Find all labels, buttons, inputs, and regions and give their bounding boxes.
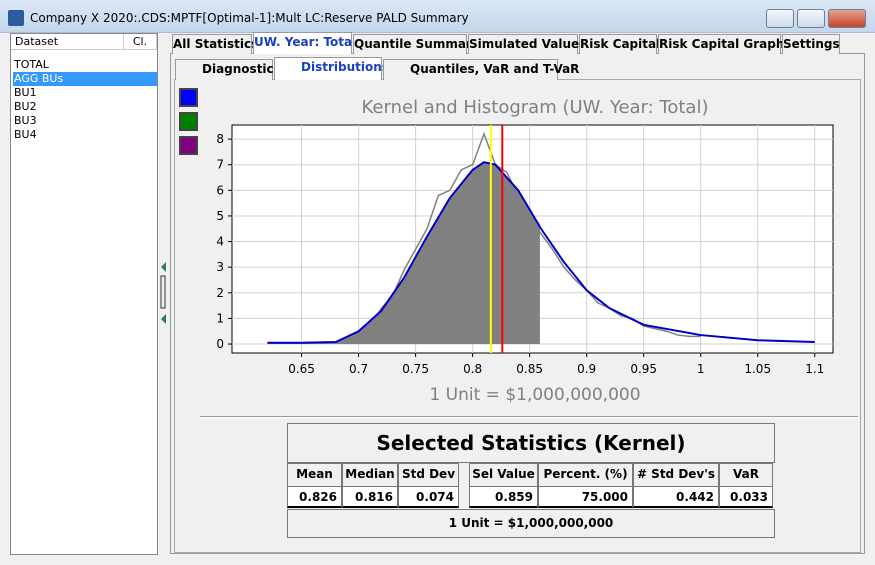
dataset-item[interactable]: TOTAL [14,58,49,71]
kernel-line [267,161,815,344]
x-tick-label: 0.75 [402,362,429,376]
tab[interactable]: Simulated Values [468,34,586,54]
shaded-area [267,162,540,345]
maximize-button[interactable] [797,9,825,28]
stats-title: Selected Statistics (Kernel) [287,423,775,463]
stats-value: 0.074 [398,487,459,508]
tab[interactable]: All Statistics [172,34,258,54]
color-swatch[interactable] [179,88,198,107]
stats-value: 0.442 [633,487,719,508]
dataset-item[interactable]: AGG BUs [13,72,157,86]
splitter[interactable] [160,262,168,326]
stats-header: VaR [719,463,773,487]
dataset-item[interactable]: BU2 [14,100,37,113]
stats-header: Percent. (%) [538,463,633,487]
y-tick-label: 1 [216,311,224,325]
column-header[interactable]: Cl. [124,34,157,50]
x-tick-label: 0.7 [349,362,368,376]
subtab[interactable]: Quantiles, VaR and T-VaR [383,59,579,80]
tab[interactable]: Risk Capital [579,34,660,54]
y-tick-label: 0 [216,337,224,351]
stats-header: Sel Value [469,463,538,487]
window-title: Company X 2020:.CDS:MPTF[Optimal-1]:Mult… [30,11,469,25]
y-tick-label: 8 [216,132,224,146]
stats-value: 0.826 [287,487,342,508]
x-axis-label: 1 Unit = $1,000,000,000 [429,385,640,405]
stats-header: Median [342,463,398,487]
y-tick-label: 7 [216,158,224,172]
close-button[interactable] [828,9,866,28]
x-tick-label: 0.95 [630,362,657,376]
tab[interactable]: Quantile Summary [353,34,480,54]
chart: Kernel and Histogram (UW. Year: Total) 0.… [216,97,834,405]
x-tick-label: 0.8 [463,362,482,376]
x-tick-label: 1 [697,362,705,376]
stats-header: # Std Dev's [633,463,719,487]
x-tick-label: 1.05 [744,362,771,376]
color-swatch[interactable] [179,136,198,155]
app-icon [8,10,24,26]
minimize-button[interactable] [766,9,794,28]
stats-value: 75.000 [538,487,633,508]
dataset-item[interactable]: BU3 [14,114,37,127]
dataset-list: Dataset Cl. TOTAL AGG BUs BU1 BU2 BU3 BU4 [10,33,158,555]
title-bar: Company X 2020:.CDS:MPTF[Optimal-1]:Mult… [0,0,875,33]
separator [200,416,858,418]
y-tick-label: 6 [216,183,224,197]
dataset-item[interactable]: BU4 [14,128,37,141]
stats-value: 0.859 [469,487,538,508]
stats-value: 0.033 [719,487,773,508]
y-tick-label: 5 [216,209,224,223]
y-tick-label: 4 [216,235,224,249]
stats-value: 0.816 [342,487,398,508]
x-tick-label: 0.9 [577,362,596,376]
y-tick-label: 3 [216,260,224,274]
stats-footer: 1 Unit = $1,000,000,000 [287,509,775,538]
tab[interactable]: Settings [782,34,840,54]
x-tick-label: 0.65 [288,362,315,376]
dataset-item[interactable]: BU1 [14,86,37,99]
x-tick-label: 1.1 [805,362,824,376]
subtab[interactable]: Diagnostics [175,59,281,80]
tab[interactable]: UW. Year: Total [253,32,356,54]
subtab[interactable]: Distributions [274,57,389,80]
column-header[interactable]: Dataset [11,34,124,50]
stats-header: Std Dev [398,463,459,487]
stats-header: Mean [287,463,342,487]
tab[interactable]: Risk Capital Graphs [658,34,792,54]
y-tick-label: 2 [216,286,224,300]
chart-title: Kernel and Histogram (UW. Year: Total) [362,97,709,118]
color-swatch[interactable] [179,112,198,131]
x-tick-label: 0.85 [516,362,543,376]
